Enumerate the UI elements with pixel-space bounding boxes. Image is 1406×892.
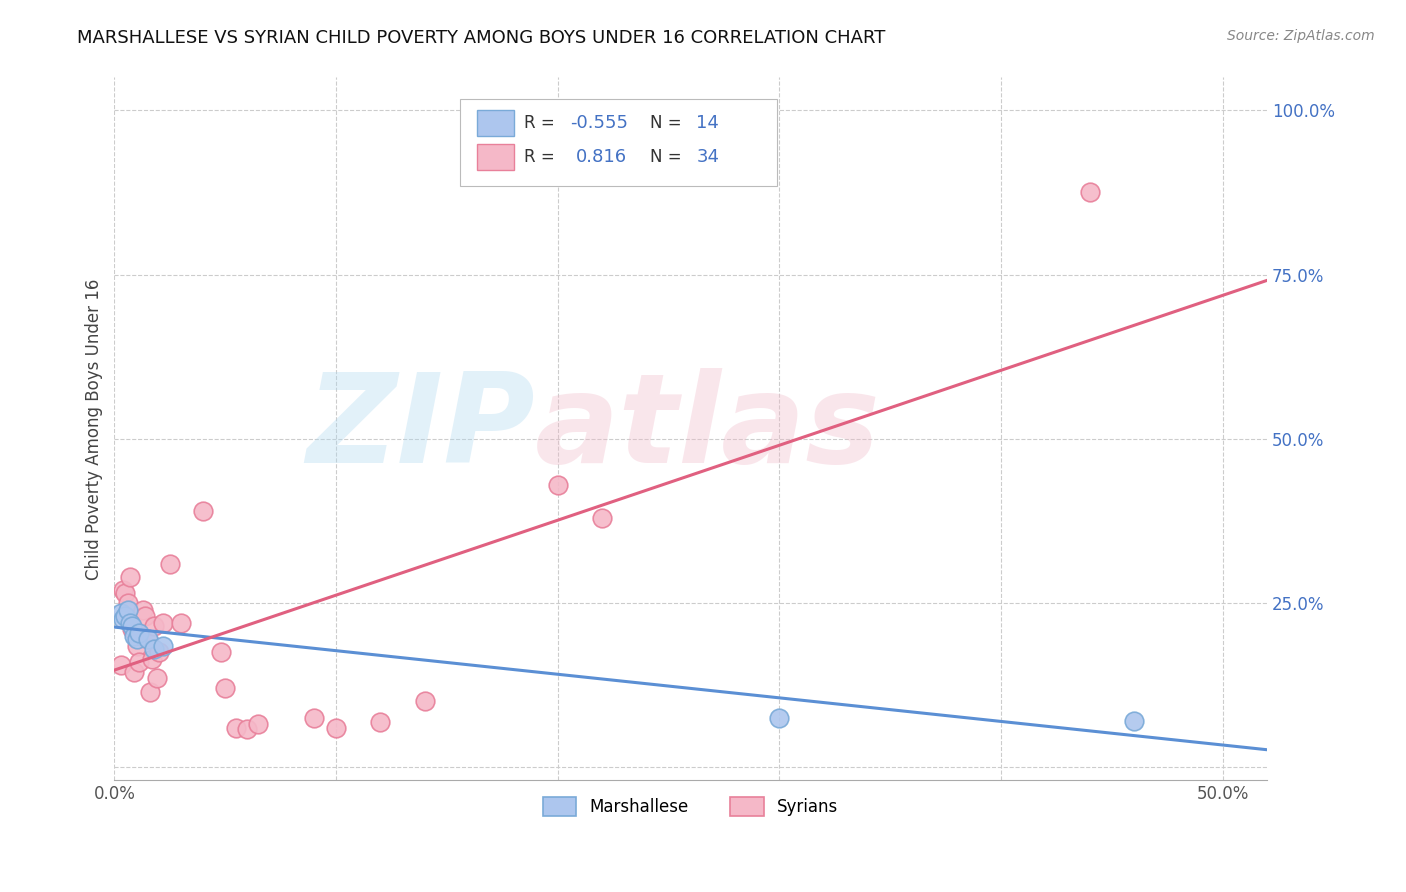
Y-axis label: Child Poverty Among Boys Under 16: Child Poverty Among Boys Under 16 — [86, 278, 103, 580]
Point — [125, 639, 148, 653]
Text: 34: 34 — [696, 148, 720, 166]
Point — [152, 639, 174, 653]
Point — [128, 655, 150, 669]
Point — [114, 586, 136, 600]
Point — [125, 632, 148, 646]
Point — [129, 629, 152, 643]
Point — [134, 609, 156, 624]
Point — [236, 722, 259, 736]
Text: Source: ZipAtlas.com: Source: ZipAtlas.com — [1227, 29, 1375, 43]
Point — [145, 672, 167, 686]
Point — [768, 711, 790, 725]
Point — [209, 645, 232, 659]
Point — [143, 641, 166, 656]
Point — [114, 609, 136, 624]
Point — [247, 717, 270, 731]
Point — [148, 645, 170, 659]
Point — [214, 681, 236, 696]
Point — [547, 477, 569, 491]
Point — [413, 694, 436, 708]
Point — [141, 652, 163, 666]
Point — [132, 602, 155, 616]
Point — [110, 658, 132, 673]
Point — [225, 721, 247, 735]
Text: N =: N = — [651, 148, 688, 166]
Point — [1078, 186, 1101, 200]
Point — [159, 557, 181, 571]
Point — [117, 602, 139, 616]
Bar — [478, 110, 515, 136]
Point — [139, 684, 162, 698]
Point — [143, 619, 166, 633]
Point — [110, 606, 132, 620]
Text: R =: R = — [523, 114, 560, 132]
Text: 14: 14 — [696, 114, 720, 132]
Bar — [478, 144, 515, 170]
FancyBboxPatch shape — [460, 98, 778, 186]
Point — [118, 569, 141, 583]
Point — [170, 615, 193, 630]
Point — [124, 629, 146, 643]
Point — [121, 619, 143, 633]
Text: atlas: atlas — [536, 368, 880, 490]
Point — [128, 625, 150, 640]
Legend: Marshallese, Syrians: Marshallese, Syrians — [534, 789, 846, 825]
Text: N =: N = — [651, 114, 688, 132]
Point — [118, 615, 141, 630]
Point — [117, 596, 139, 610]
Text: 0.816: 0.816 — [575, 148, 627, 166]
Point — [124, 665, 146, 679]
Point — [1122, 714, 1144, 728]
Point — [325, 721, 347, 735]
Text: MARSHALLESE VS SYRIAN CHILD POVERTY AMONG BOYS UNDER 16 CORRELATION CHART: MARSHALLESE VS SYRIAN CHILD POVERTY AMON… — [77, 29, 886, 46]
Point — [591, 510, 613, 524]
Text: -0.555: -0.555 — [569, 114, 627, 132]
Text: R =: R = — [523, 148, 560, 166]
Point — [136, 632, 159, 646]
Point — [112, 612, 135, 626]
Point — [112, 582, 135, 597]
Point — [302, 711, 325, 725]
Point — [191, 504, 214, 518]
Point — [370, 715, 392, 730]
Point — [136, 632, 159, 646]
Text: ZIP: ZIP — [307, 368, 536, 490]
Point — [121, 622, 143, 636]
Point — [152, 615, 174, 630]
